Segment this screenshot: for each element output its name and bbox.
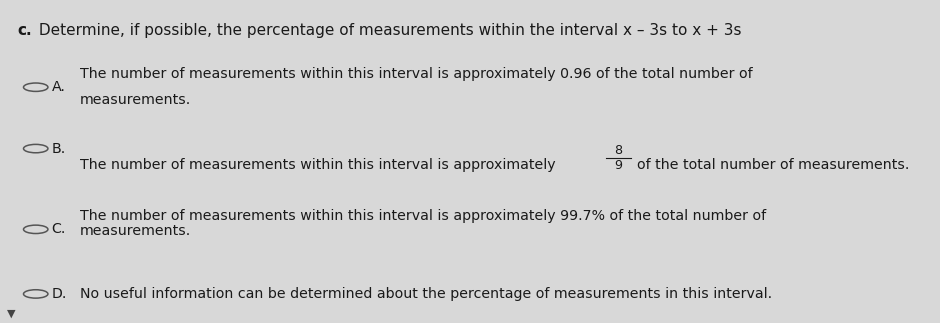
Text: measurements.: measurements. xyxy=(80,224,191,238)
Text: D.: D. xyxy=(52,287,67,301)
Text: Determine, if possible, the percentage of measurements within the interval x – 3: Determine, if possible, the percentage o… xyxy=(34,23,742,37)
Text: c.: c. xyxy=(17,23,32,37)
Text: measurements.: measurements. xyxy=(80,93,191,107)
Text: 8: 8 xyxy=(615,144,622,157)
Text: C.: C. xyxy=(52,222,66,236)
Text: of the total number of measurements.: of the total number of measurements. xyxy=(637,158,910,172)
Text: The number of measurements within this interval is approximately 99.7% of the to: The number of measurements within this i… xyxy=(80,209,766,224)
Text: A.: A. xyxy=(52,80,66,94)
Text: ▼: ▼ xyxy=(7,308,15,318)
Text: No useful information can be determined about the percentage of measurements in : No useful information can be determined … xyxy=(80,287,772,301)
Text: The number of measurements within this interval is approximately 0.96 of the tot: The number of measurements within this i… xyxy=(80,67,753,81)
Text: B.: B. xyxy=(52,141,66,156)
Text: 9: 9 xyxy=(615,159,622,172)
Text: The number of measurements within this interval is approximately: The number of measurements within this i… xyxy=(80,158,556,172)
